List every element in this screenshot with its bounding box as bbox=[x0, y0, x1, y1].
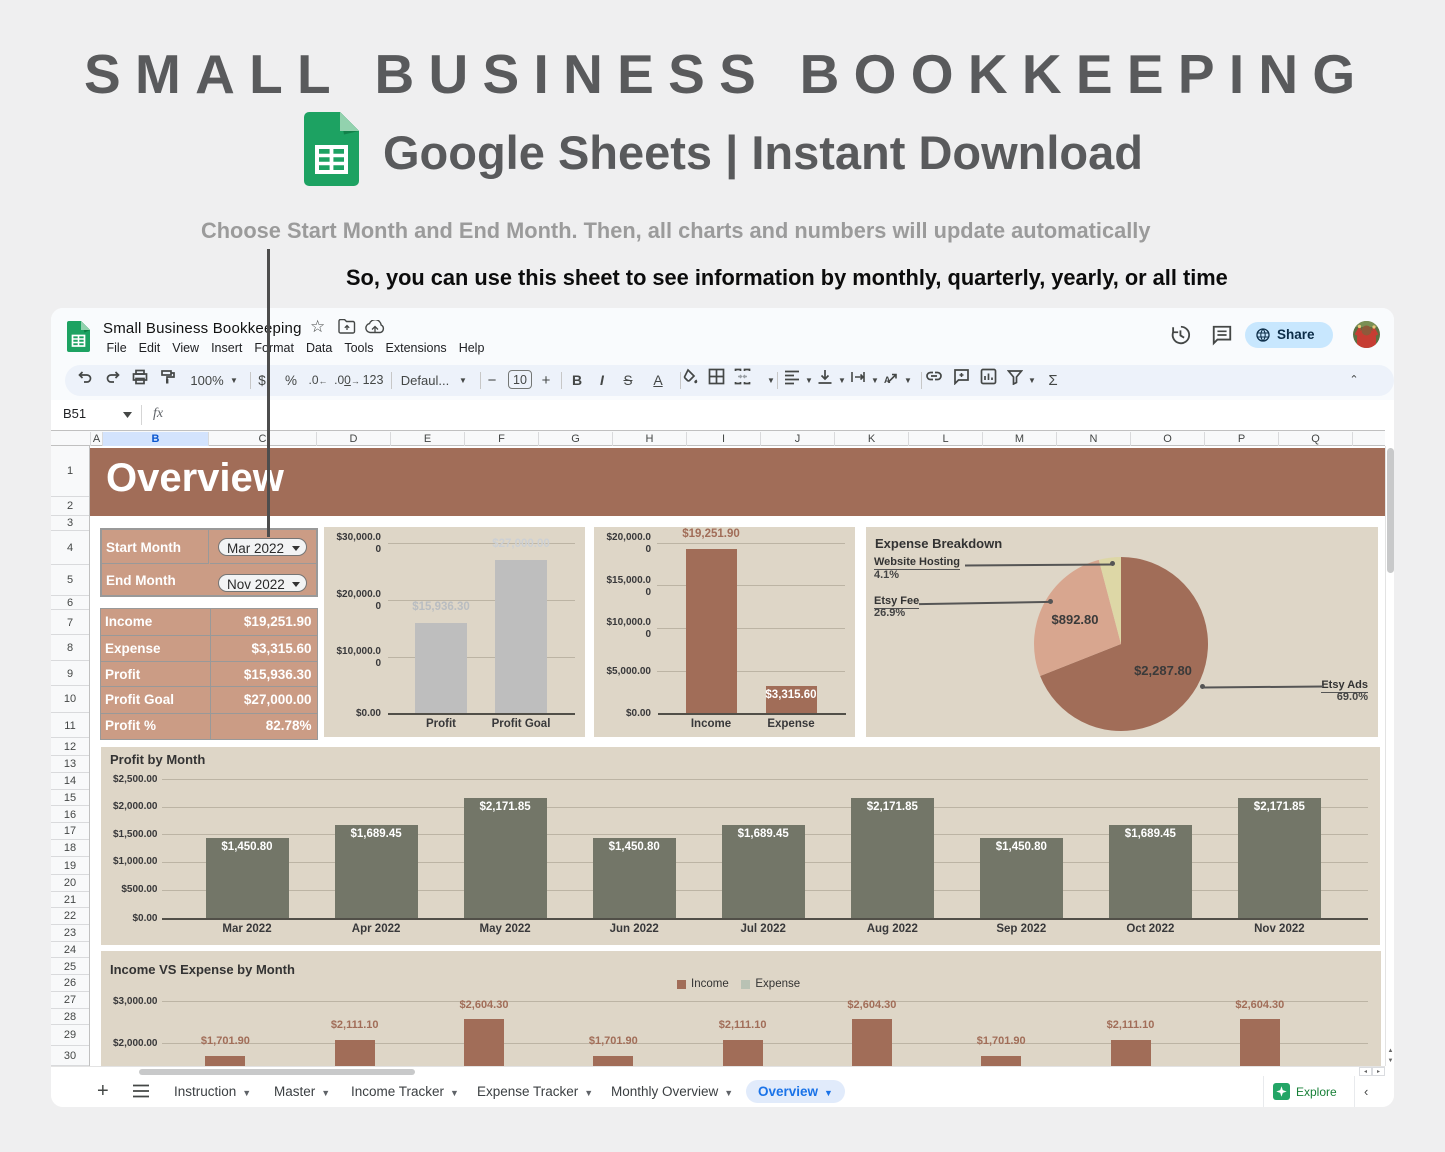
svg-text:A: A bbox=[884, 375, 891, 385]
